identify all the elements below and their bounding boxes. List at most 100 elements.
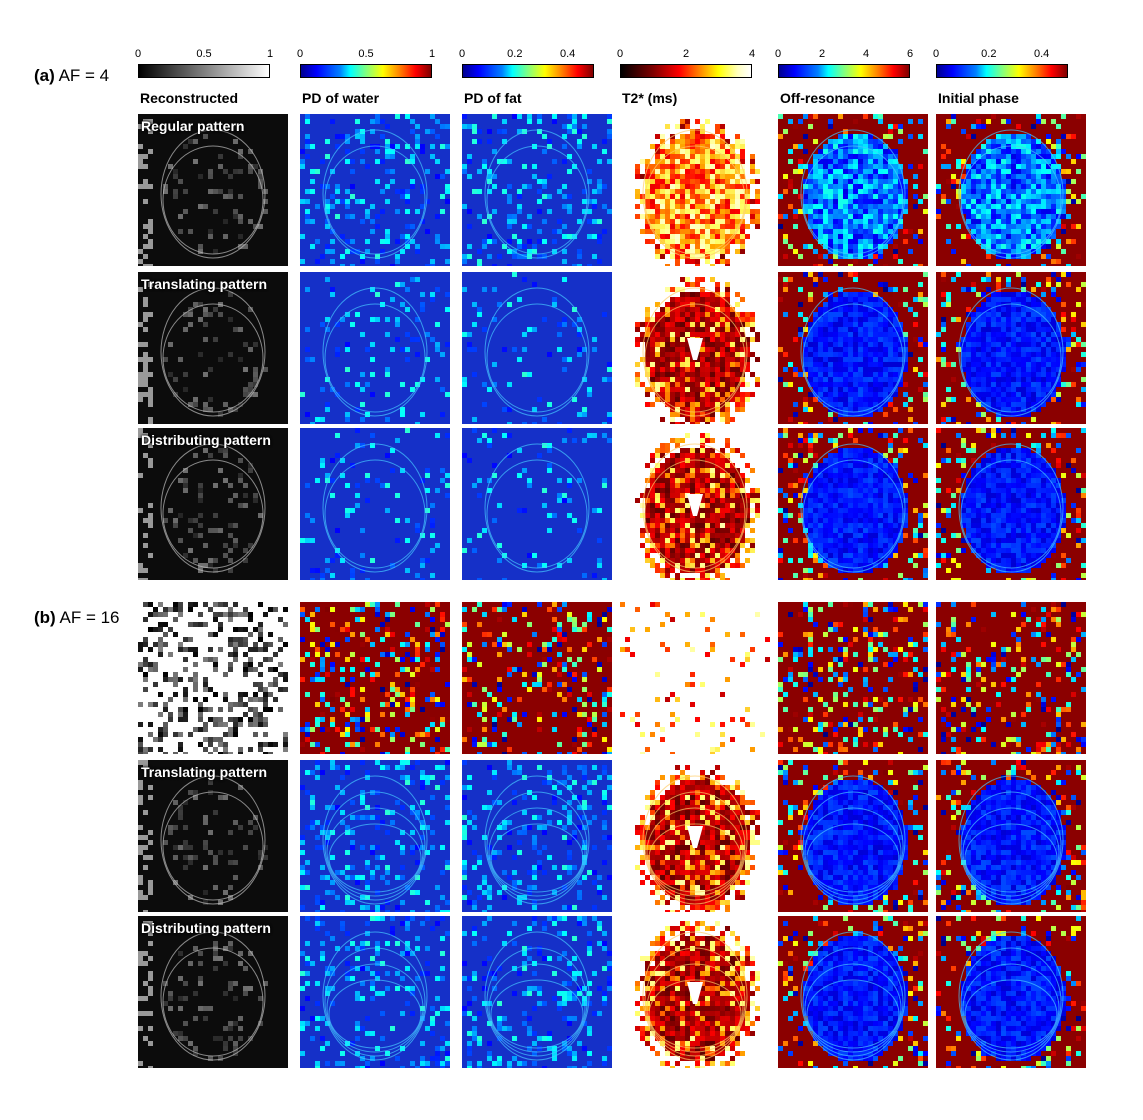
row-label: Distributing pattern — [141, 432, 271, 448]
panel-image — [138, 760, 288, 912]
image-panel — [778, 114, 928, 266]
section-text: AF = 16 — [55, 608, 120, 627]
panel-image — [138, 602, 288, 754]
panel-image — [936, 272, 1086, 424]
image-panel — [936, 272, 1086, 424]
colorbar-tick-label: 0.2 — [507, 48, 523, 60]
panel-image — [300, 760, 450, 912]
panel-image — [462, 272, 612, 424]
colorbar-tick-label: 0 — [458, 48, 466, 60]
image-panel — [300, 114, 450, 266]
image-panel: Distributing pattern — [138, 428, 288, 580]
colorbar-jet — [936, 64, 1068, 78]
colorbar-tick-label: 0.2 — [981, 48, 997, 60]
row-label: Regular pattern — [141, 118, 245, 134]
section-prefix: (b) — [34, 608, 56, 627]
image-panel — [300, 272, 450, 424]
panel-image — [462, 602, 612, 754]
colorbar-jet — [778, 64, 910, 78]
section-text: AF = 4 — [54, 66, 110, 85]
panel-image — [778, 428, 928, 580]
panel-image — [300, 114, 450, 266]
panel-image — [620, 760, 770, 912]
column-title: Initial phase — [938, 90, 1019, 106]
image-panel — [462, 916, 612, 1068]
image-panel — [620, 602, 770, 754]
colorbar-tick-label: 1 — [266, 48, 274, 60]
panel-image — [620, 428, 770, 580]
image-panel: Regular pattern — [138, 114, 288, 266]
panel-image — [778, 916, 928, 1068]
panel-image — [936, 916, 1086, 1068]
image-panel — [300, 428, 450, 580]
image-panel — [778, 272, 928, 424]
colorbar-gray — [138, 64, 270, 78]
colorbar-tick-label: 0.5 — [196, 48, 212, 60]
colorbar-tick-label: 0 — [932, 48, 940, 60]
colorbar-tick-label: 6 — [906, 48, 914, 60]
colorbar-tick-label: 2 — [682, 48, 690, 60]
panel-image — [620, 272, 770, 424]
row-label: Distributing pattern — [141, 920, 271, 936]
column-title: T2* (ms) — [622, 90, 678, 106]
panel-image — [138, 428, 288, 580]
panel-image — [300, 602, 450, 754]
panel-image — [778, 760, 928, 912]
colorbar-tick-label: 0.5 — [358, 48, 374, 60]
image-panel — [462, 602, 612, 754]
colorbar-jet — [300, 64, 432, 78]
panel-image — [936, 760, 1086, 912]
colorbar-tick-label: 0 — [296, 48, 304, 60]
row-label: Translating pattern — [141, 276, 268, 292]
row-label: Translating pattern — [141, 764, 268, 780]
image-panel — [462, 272, 612, 424]
image-panel: Translating pattern — [138, 272, 288, 424]
image-panel — [620, 272, 770, 424]
colorbar-tick-label: 0 — [134, 48, 142, 60]
image-panel: Translating pattern — [138, 760, 288, 912]
section-label: (a) AF = 4 — [34, 66, 109, 86]
panel-image — [778, 114, 928, 266]
panel-image — [936, 428, 1086, 580]
colorbar-tick-label: 4 — [862, 48, 870, 60]
colorbar-tick-label: 0.4 — [559, 48, 576, 60]
colorbar-tick-label: 1 — [428, 48, 436, 60]
panel-image — [936, 114, 1086, 266]
image-panel — [620, 760, 770, 912]
image-panel — [620, 114, 770, 266]
panel-image — [300, 916, 450, 1068]
image-panel — [462, 428, 612, 580]
image-panel — [778, 428, 928, 580]
panel-image — [138, 916, 288, 1068]
image-panel — [462, 114, 612, 266]
panel-image — [936, 602, 1086, 754]
panel-image — [300, 272, 450, 424]
colorbar-tick-label: 0 — [774, 48, 782, 60]
colorbar-hot — [620, 64, 752, 78]
panel-image — [462, 760, 612, 912]
image-panel — [936, 602, 1086, 754]
column-title: Off-resonance — [780, 90, 875, 106]
image-panel — [936, 428, 1086, 580]
column-title: Reconstructed — [140, 90, 239, 106]
panel-image — [620, 916, 770, 1068]
panel-image — [138, 272, 288, 424]
image-panel — [462, 760, 612, 912]
image-panel — [300, 760, 450, 912]
section-prefix: (a) — [34, 66, 55, 85]
image-panel — [300, 916, 450, 1068]
panel-image — [462, 428, 612, 580]
panel-image — [620, 114, 770, 266]
image-panel — [138, 602, 288, 754]
panel-image — [300, 428, 450, 580]
image-panel — [300, 602, 450, 754]
image-panel — [936, 916, 1086, 1068]
colorbar-tick-label: 0 — [616, 48, 624, 60]
colorbar-tick-label: 2 — [818, 48, 826, 60]
column-title: PD of fat — [464, 90, 522, 106]
column-title: PD of water — [302, 90, 380, 106]
panel-image — [462, 916, 612, 1068]
colorbar-tick-label: 4 — [748, 48, 756, 60]
image-panel — [778, 760, 928, 912]
colorbar-jet — [462, 64, 594, 78]
